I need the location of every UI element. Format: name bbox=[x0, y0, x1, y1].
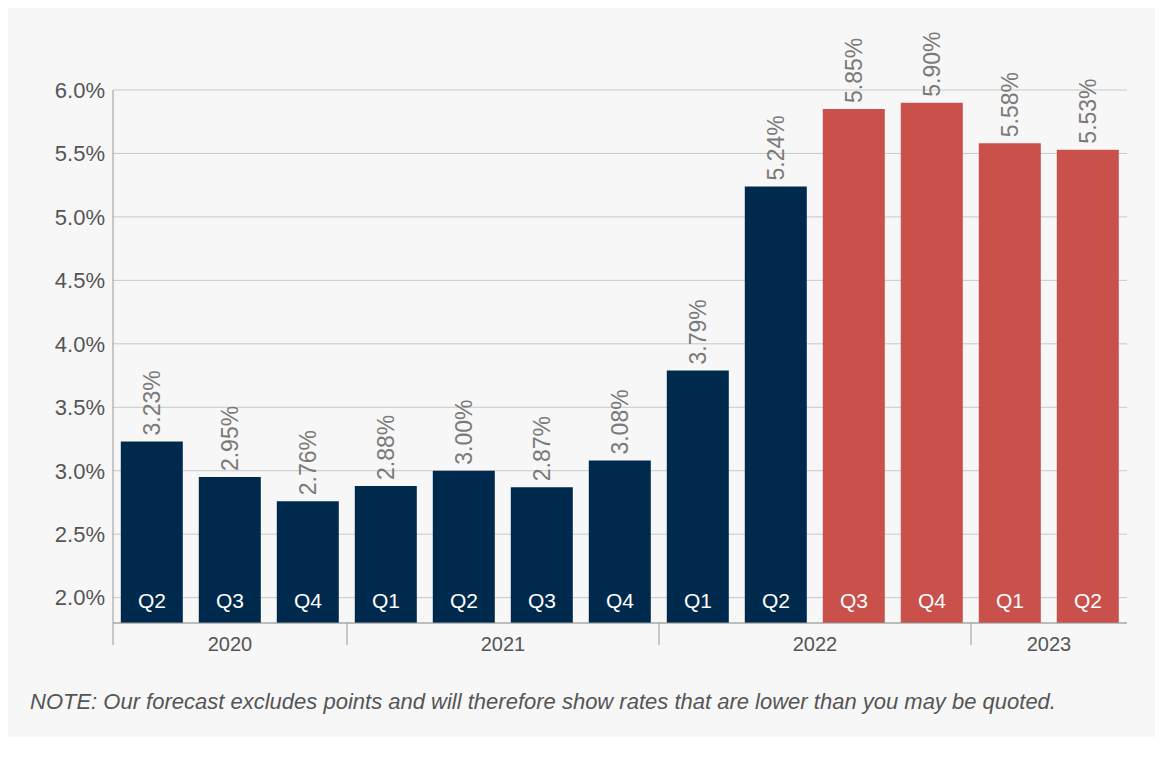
svg-text:Q2: Q2 bbox=[1074, 589, 1102, 612]
svg-text:3.00%: 3.00% bbox=[451, 399, 477, 464]
svg-text:2020: 2020 bbox=[208, 633, 253, 655]
svg-text:Q3: Q3 bbox=[840, 589, 868, 612]
svg-text:2.0%: 2.0% bbox=[55, 585, 105, 610]
svg-text:Q2: Q2 bbox=[762, 589, 790, 612]
svg-text:Q1: Q1 bbox=[684, 589, 712, 612]
svg-text:6.0%: 6.0% bbox=[55, 78, 105, 103]
svg-text:5.0%: 5.0% bbox=[55, 205, 105, 230]
svg-text:5.53%: 5.53% bbox=[1075, 78, 1101, 143]
svg-text:5.90%: 5.90% bbox=[919, 31, 945, 96]
svg-text:3.08%: 3.08% bbox=[607, 389, 633, 454]
svg-text:2.88%: 2.88% bbox=[373, 415, 399, 480]
svg-text:2022: 2022 bbox=[793, 633, 838, 655]
svg-text:2021: 2021 bbox=[481, 633, 526, 655]
svg-text:3.23%: 3.23% bbox=[139, 370, 165, 435]
svg-text:Q3: Q3 bbox=[528, 589, 556, 612]
svg-text:2.5%: 2.5% bbox=[55, 522, 105, 547]
svg-text:5.58%: 5.58% bbox=[997, 72, 1023, 137]
svg-text:Q4: Q4 bbox=[918, 589, 946, 612]
svg-text:3.79%: 3.79% bbox=[685, 299, 711, 364]
svg-text:2.87%: 2.87% bbox=[529, 416, 555, 481]
svg-text:Q2: Q2 bbox=[138, 589, 166, 612]
svg-text:4.5%: 4.5% bbox=[55, 268, 105, 293]
svg-text:2.95%: 2.95% bbox=[217, 406, 243, 471]
svg-text:Q4: Q4 bbox=[606, 589, 634, 612]
svg-text:3.0%: 3.0% bbox=[55, 459, 105, 484]
svg-text:5.85%: 5.85% bbox=[841, 38, 867, 103]
svg-text:5.5%: 5.5% bbox=[55, 141, 105, 166]
svg-text:2.76%: 2.76% bbox=[295, 430, 321, 495]
svg-text:5.24%: 5.24% bbox=[763, 115, 789, 180]
svg-text:2023: 2023 bbox=[1027, 633, 1072, 655]
svg-text:3.5%: 3.5% bbox=[55, 395, 105, 420]
svg-text:Q2: Q2 bbox=[450, 589, 478, 612]
svg-text:Q1: Q1 bbox=[372, 589, 400, 612]
html-text:NOTE: Our forecast excludes po: NOTE: Our forecast excludes points and w… bbox=[30, 689, 1056, 714]
svg-text:4.0%: 4.0% bbox=[55, 332, 105, 357]
svg-text:Q1: Q1 bbox=[996, 589, 1024, 612]
svg-text:Q3: Q3 bbox=[216, 589, 244, 612]
svg-text:Q4: Q4 bbox=[294, 589, 322, 612]
